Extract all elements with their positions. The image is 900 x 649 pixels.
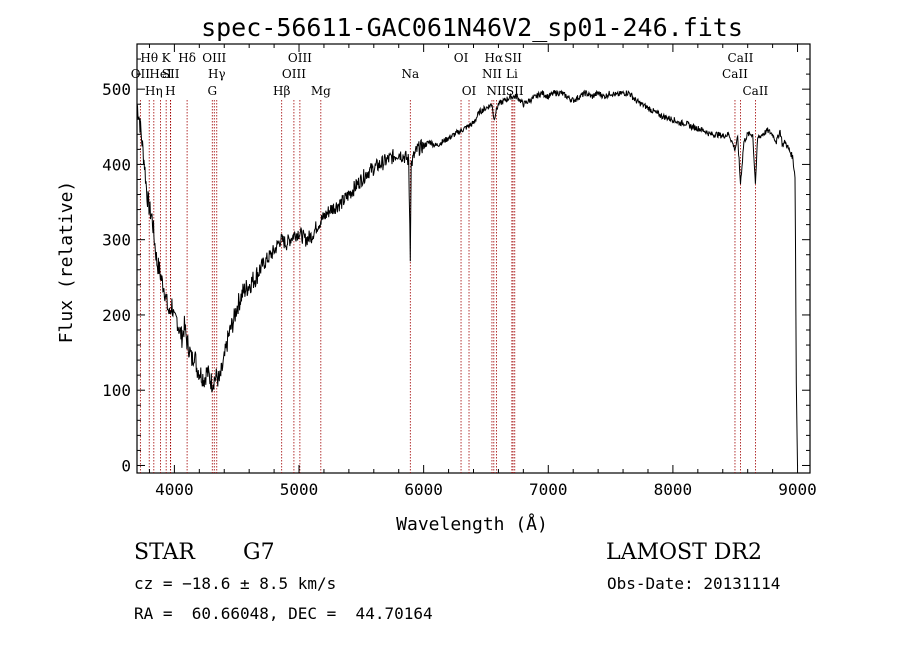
- spectral-line-label: CaII: [722, 67, 748, 81]
- x-tick-label: 9000: [778, 480, 817, 499]
- spectral-line-label: Hθ: [140, 51, 158, 65]
- spectral-line-label: G: [207, 84, 217, 98]
- spectral-line-label: NII: [486, 84, 506, 98]
- x-tick-label: 8000: [654, 480, 693, 499]
- observation-date: Obs-Date: 20131114: [607, 574, 781, 593]
- spectral-line-label: Na: [401, 67, 419, 81]
- axis-ticks: 4000 5000 6000 7000 8000 9000 0 100 200 300 400 500: [102, 44, 817, 499]
- spectral-line-label: OIII: [288, 51, 312, 65]
- spectrum-series-line: [136, 89, 798, 466]
- spectral-line-label: Mg: [311, 84, 331, 98]
- chart-title: spec-56611-GAC061N46V2_sp01-246.fits: [201, 13, 743, 42]
- x-tick-label: 4000: [155, 480, 194, 499]
- y-tick-label: 500: [102, 80, 131, 99]
- y-tick-label: 300: [102, 231, 131, 250]
- spectral-line-label: SII: [162, 67, 180, 81]
- plot-frame: [136, 43, 811, 474]
- spectral-line-label: Hδ: [178, 51, 196, 65]
- coordinates: RA = 60.66048, DEC = 44.70164: [134, 604, 433, 623]
- spectral-line-label: Li: [506, 67, 518, 81]
- y-tick-label: 0: [121, 456, 131, 475]
- spectral-line-label: SII: [504, 51, 522, 65]
- spectral-line-label: Hβ: [273, 84, 290, 98]
- spectral-line-label: OIII: [282, 67, 306, 81]
- spectral-line-label: HeI: [149, 67, 172, 81]
- y-tick-label: 100: [102, 381, 131, 400]
- x-tick-label: 6000: [404, 480, 443, 499]
- x-tick-label: 5000: [280, 480, 319, 499]
- spectral-line-label: OIII: [202, 51, 226, 65]
- y-tick-label: 400: [102, 155, 131, 174]
- spectral-line-label: OI: [462, 84, 477, 98]
- object-subclass: G7: [243, 540, 275, 565]
- spectral-line-label: CaII: [742, 84, 768, 98]
- spectral-line-label: OI: [454, 51, 469, 65]
- object-class: STAR: [134, 540, 195, 565]
- redshift-cz: cz = −18.6 ± 8.5 km/s: [134, 574, 337, 593]
- x-axis-label: Wavelength (Å): [396, 513, 548, 535]
- spectral-line-label: H: [165, 84, 175, 98]
- spectral-line-label: CaII: [728, 51, 754, 65]
- survey-name: LAMOST DR2: [606, 540, 762, 565]
- spectral-line-label: Hη: [145, 84, 163, 98]
- x-tick-label: 7000: [529, 480, 568, 499]
- spectral-line-label: Hγ: [208, 67, 226, 81]
- spectral-line-label: Hα: [485, 51, 504, 65]
- spectral-line-label: K: [162, 51, 172, 65]
- y-axis-label: Flux (relative): [56, 181, 77, 344]
- y-tick-label: 200: [102, 306, 131, 325]
- spectral-line-label: NII: [482, 67, 502, 81]
